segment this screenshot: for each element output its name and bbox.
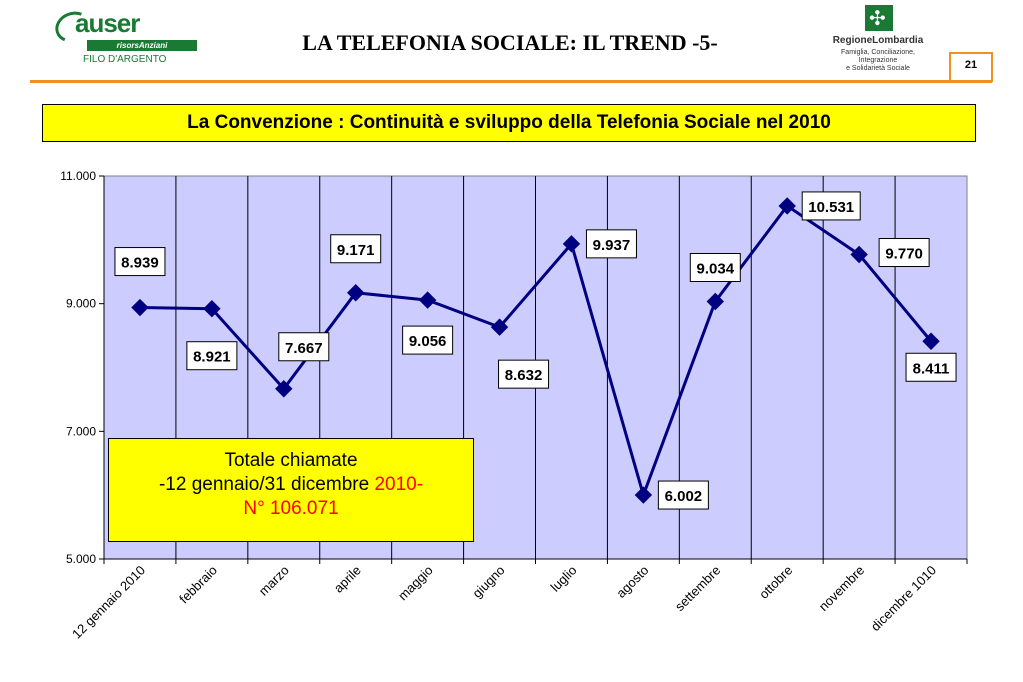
x-tick-label: giugno — [469, 563, 507, 601]
data-label-box — [905, 352, 957, 382]
data-label: 9.171 — [337, 242, 375, 259]
line-chart: 5.000 7.000 9.000 11.000 12 gennaio 2010 feb… — [60, 169, 968, 642]
summary-line-1: Totale chiamate — [224, 450, 358, 471]
data-label: 8.632 — [505, 367, 543, 384]
data-label-box — [186, 341, 238, 371]
data-label: 9.937 — [593, 237, 631, 254]
data-label-box — [585, 229, 637, 259]
data-label: 9.770 — [885, 246, 923, 263]
series-line — [139, 203, 933, 500]
x-tick-label: ottobre — [756, 563, 795, 602]
data-point — [634, 486, 653, 504]
data-label-box — [278, 332, 330, 362]
x-tick-label: agosto — [613, 563, 651, 601]
y-tick-label: 5.000 — [66, 552, 96, 566]
auser-bar: risorsAnziani — [87, 40, 197, 51]
data-label-box — [498, 359, 550, 389]
auser-sub: FILO D'ARGENTO — [83, 54, 167, 65]
data-label: 7.667 — [285, 340, 323, 357]
data-point — [778, 197, 796, 215]
x-tick-label: aprile — [331, 563, 364, 596]
x-tick-label: settembre — [672, 563, 723, 614]
data-point — [131, 298, 149, 317]
lombardia-rose-glyph: ✣ — [869, 6, 886, 30]
lombardia-rose-icon — [865, 5, 893, 31]
data-label-box — [402, 325, 454, 355]
data-label-box — [689, 252, 741, 282]
y-tick-label: 11.000 — [60, 169, 96, 183]
x-tick-label: 12 gennaio 2010 — [69, 563, 148, 642]
data-label: 8.939 — [121, 255, 159, 272]
page-number: 21 — [949, 52, 993, 82]
x-tick-label: luglio — [548, 563, 580, 595]
auser-logo: auser risorsAnziani FILO D'ARGENTO — [50, 6, 205, 68]
summary-period: -12 gennaio/31 dicembre — [158, 474, 375, 495]
data-label-box — [657, 480, 709, 510]
data-label-box — [878, 238, 930, 268]
data-label-box — [330, 234, 382, 264]
summary-year: 2010- — [374, 474, 424, 495]
summary-box: Totale chiamate -12 gennaio/31 dicembre … — [108, 438, 474, 542]
data-label: 6.002 — [665, 488, 703, 505]
data-point — [275, 380, 293, 398]
x-tick-label: marzo — [256, 563, 292, 599]
x-tick-label: maggio — [395, 563, 436, 604]
data-label: 9.034 — [697, 260, 735, 277]
data-point — [706, 292, 724, 311]
data-point — [922, 332, 940, 350]
page-title: LA TELEFONIA SOCIALE: IL TREND -5- — [302, 30, 718, 55]
data-label: 8.921 — [193, 349, 231, 366]
data-label: 9.056 — [409, 333, 447, 350]
x-tick-label: novembre — [816, 563, 867, 614]
data-point — [490, 318, 509, 336]
regione-lombardia-logo: ✣ RegioneLombardia Famiglia, Conciliazio… — [810, 5, 940, 75]
summary-line-2: -12 gennaio/31 dicembre 2010- — [109, 473, 473, 497]
x-tick-label: febbraio — [176, 563, 220, 607]
data-label-box — [114, 247, 166, 277]
data-point — [562, 235, 581, 253]
summary-total: N° 106.071 — [243, 498, 339, 519]
data-label: 8.411 — [913, 360, 950, 377]
x-tick-label: dicembre 1010 — [868, 563, 939, 634]
data-label-box — [801, 191, 861, 221]
data-point — [850, 245, 868, 264]
y-tick-label: 9.000 — [66, 297, 96, 311]
data-point — [203, 300, 221, 318]
data-point — [347, 284, 365, 302]
data-label: 10.531 — [808, 199, 854, 216]
regione-sub: Famiglia, Conciliazione, Integrazione e … — [841, 49, 915, 72]
y-tick-label: 7.000 — [66, 424, 96, 438]
header-rule — [30, 80, 992, 83]
data-point — [418, 291, 437, 309]
chart-subtitle: La Convenzione : Continuità e sviluppo d… — [42, 104, 976, 142]
auser-brand: auser — [75, 8, 140, 38]
regione-name: RegioneLombardia — [832, 35, 924, 46]
